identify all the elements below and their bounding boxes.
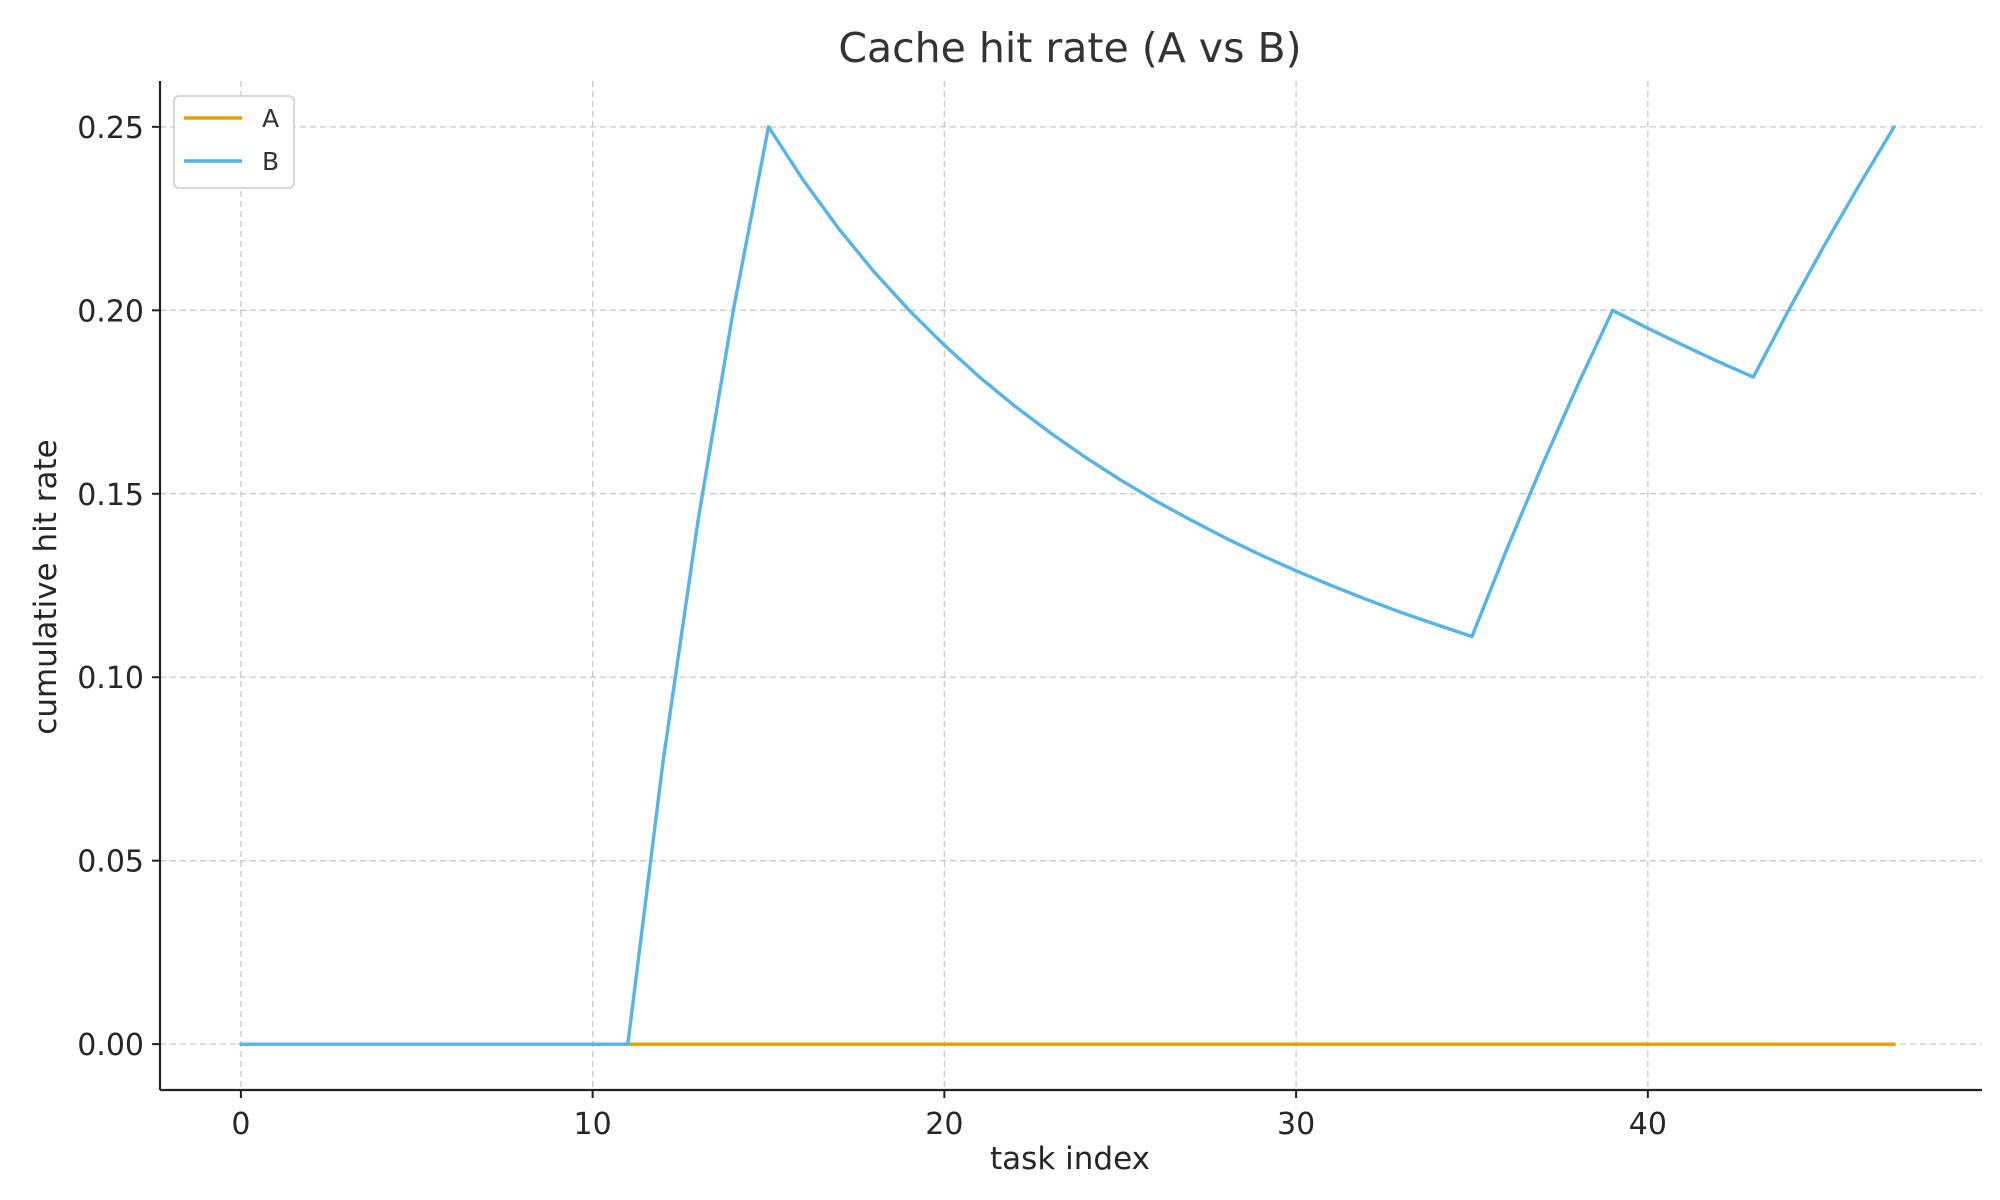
y-tick-label: 0.25 <box>77 111 144 146</box>
series-line-b <box>239 125 1896 1046</box>
x-tick-label: 40 <box>1629 1107 1667 1142</box>
x-tick-label: 20 <box>925 1107 963 1142</box>
x-tick-label: 0 <box>231 1107 250 1142</box>
x-tick-label: 30 <box>1277 1107 1315 1142</box>
y-tick-label: 0.10 <box>77 661 144 696</box>
legend: AB <box>173 95 295 189</box>
y-axis-label: cumulative hit rate <box>28 439 64 734</box>
x-axis-label: task index <box>990 1141 1150 1177</box>
y-tick-label: 0.15 <box>77 478 144 513</box>
legend-label-b: B <box>262 147 279 176</box>
y-tick-label: 0.05 <box>77 845 144 880</box>
legend-label-a: A <box>262 104 279 133</box>
tick-labels: 0 10 20 30 40 0.00 0.05 0.10 0.15 0.20 0.25 <box>77 111 1667 1142</box>
y-tick-label: 0.00 <box>77 1028 144 1063</box>
y-tick-label: 0.20 <box>77 294 144 329</box>
grid <box>160 81 1982 1090</box>
axes <box>158 81 1982 1092</box>
x-tick-label: 10 <box>574 1107 612 1142</box>
plot-area <box>239 125 1896 1046</box>
chart-title: Cache hit rate (A vs B) <box>838 24 1301 72</box>
